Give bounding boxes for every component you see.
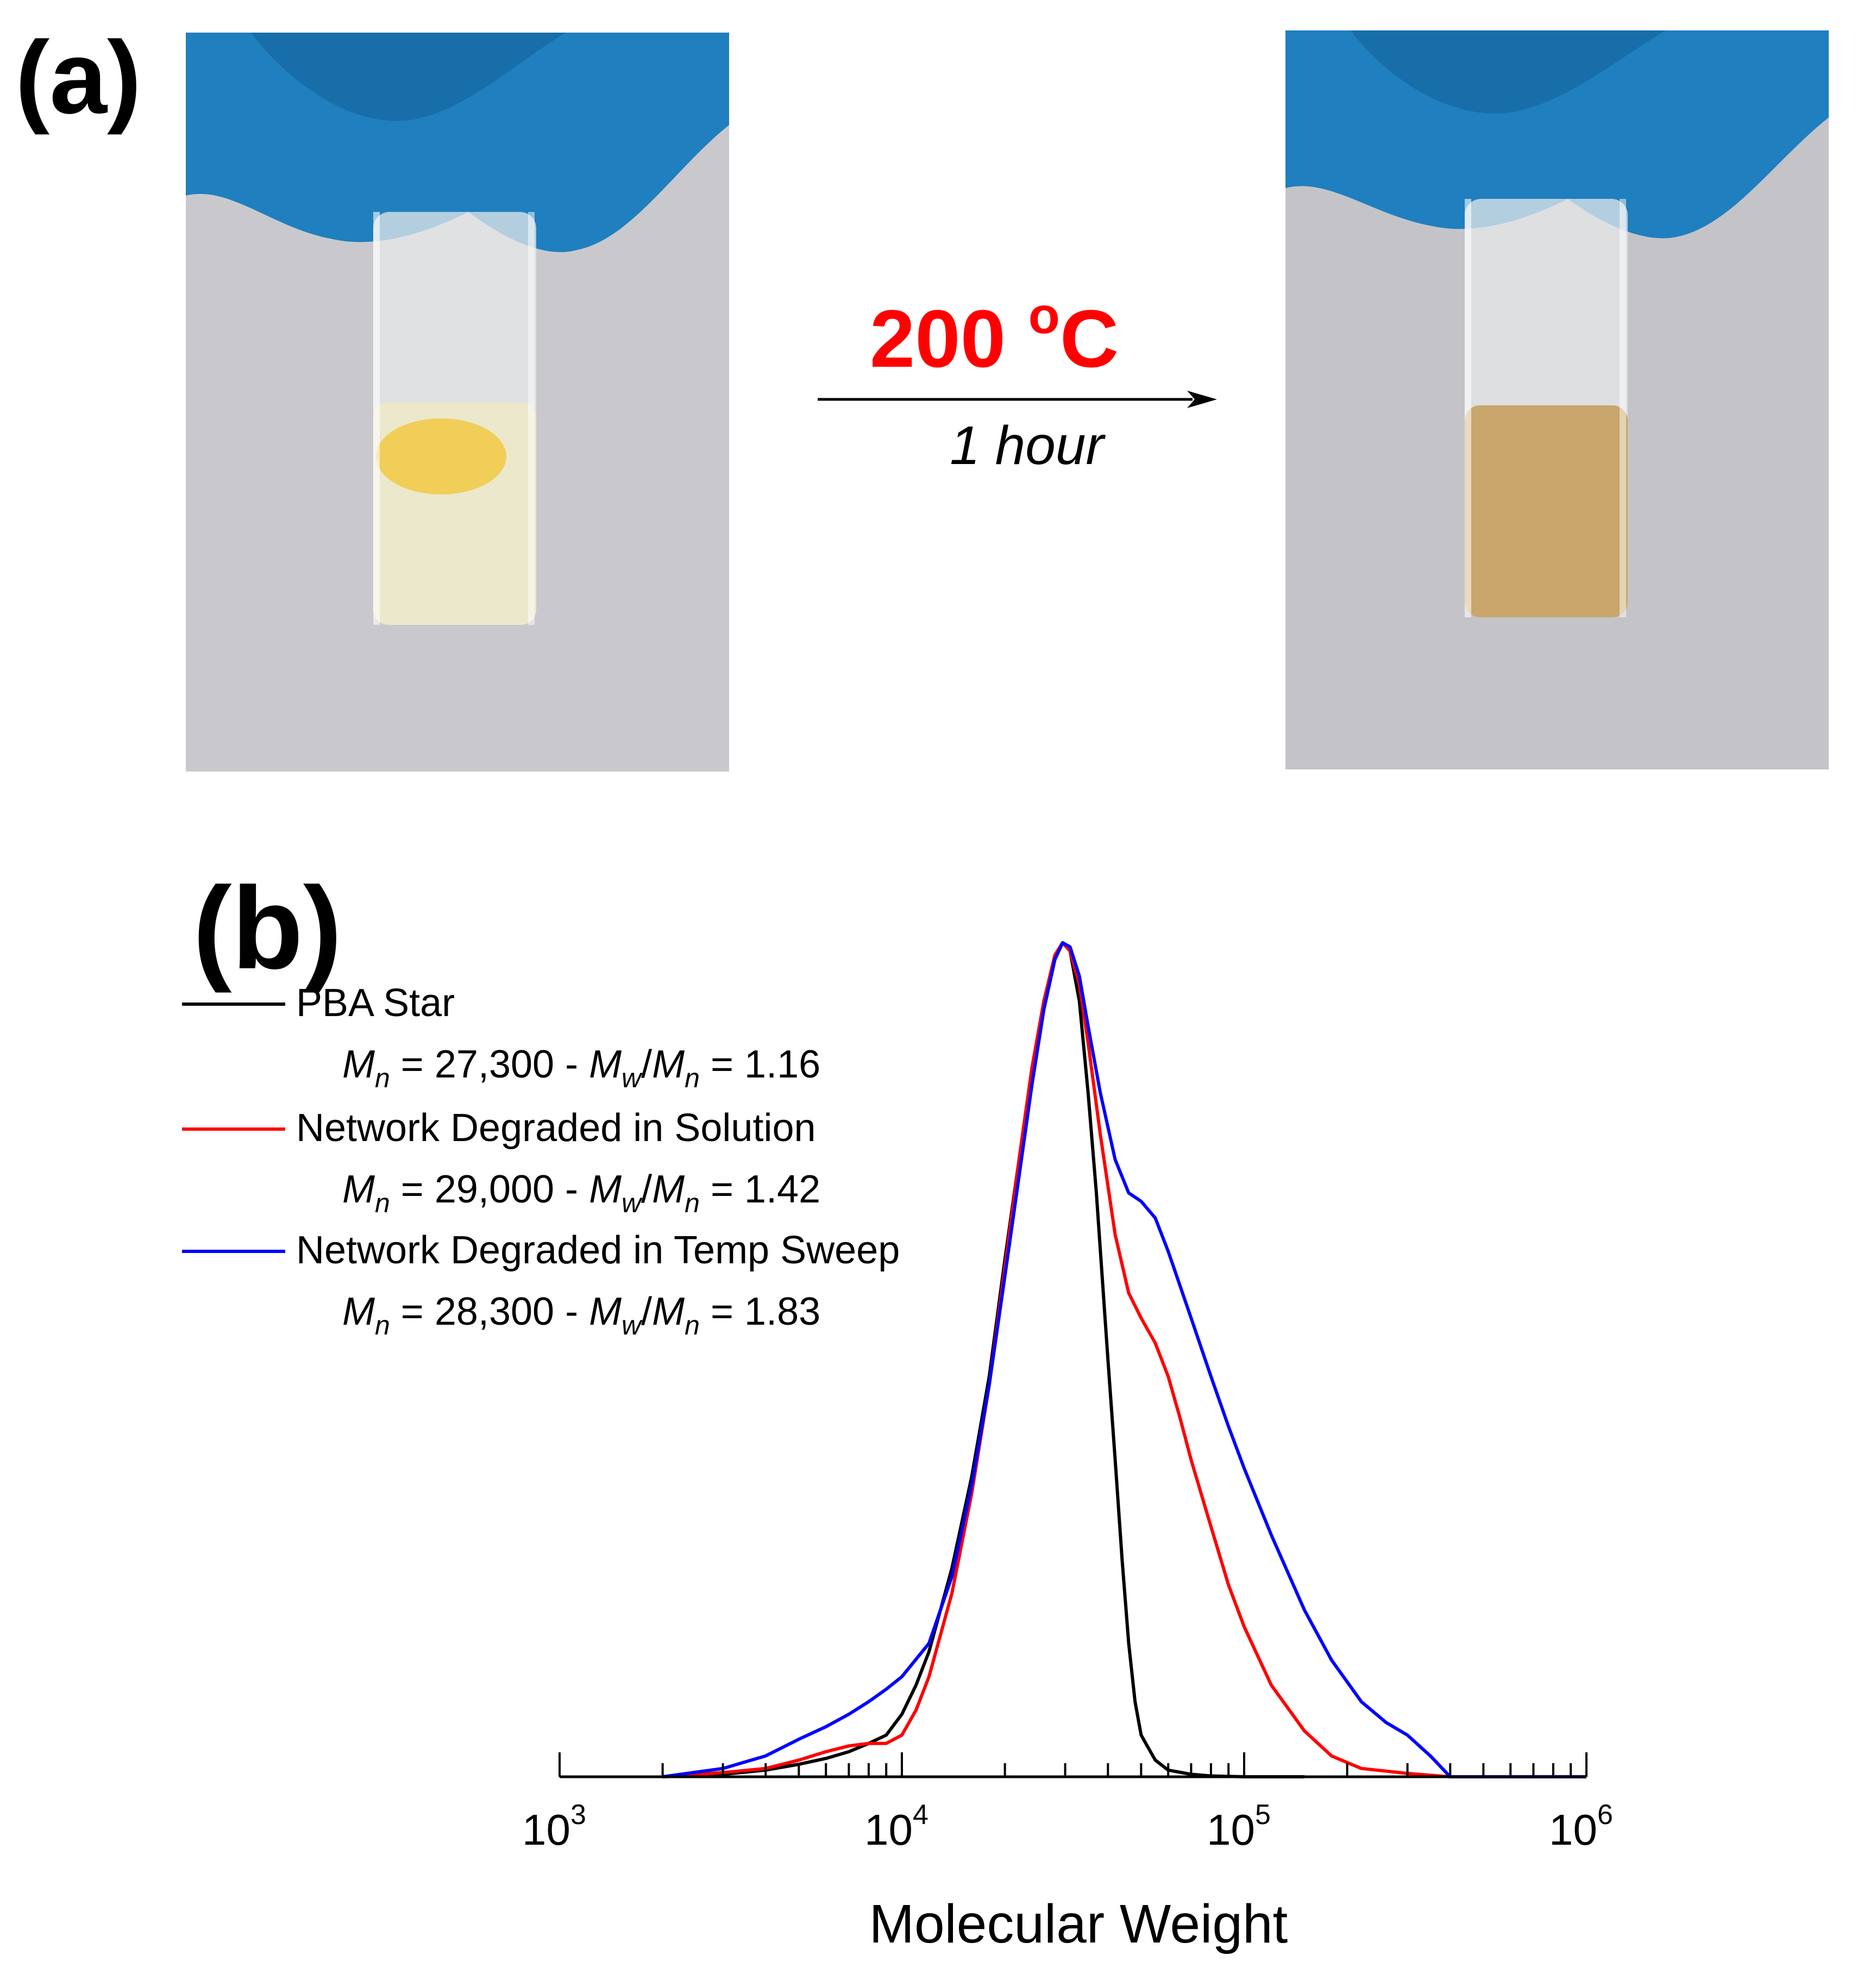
- x-axis-title: Molecular Weight: [869, 1894, 1288, 1954]
- tick-base: 10: [864, 1806, 913, 1854]
- tick-exponent: 5: [1255, 1799, 1271, 1831]
- legend-label-1: PBA Star: [296, 981, 455, 1025]
- temperature-unit: C: [1059, 293, 1119, 384]
- x-tick-label: 103: [522, 1799, 586, 1854]
- x-tick-label: 104: [864, 1799, 928, 1854]
- tick-base: 10: [522, 1806, 570, 1854]
- tick-base: 10: [1207, 1806, 1255, 1854]
- legend-label-2: Network Degraded in Solution: [296, 1106, 816, 1150]
- panel-b-label: (b): [193, 862, 342, 993]
- x-tick-label: 106: [1549, 1799, 1613, 1854]
- reaction-time: 1 hour: [950, 415, 1104, 476]
- panel-a-label: (a): [15, 20, 142, 135]
- legend-stats-1: Mn = 27,300 - Mw/Mn = 1.16: [342, 1043, 820, 1093]
- legend-stats-2: Mn = 29,000 - Mw/Mn = 1.42: [342, 1168, 820, 1218]
- reaction-temperature: 200 oC: [782, 290, 1206, 380]
- tick-exponent: 6: [1597, 1799, 1613, 1831]
- vial-photo-after: [1285, 30, 1829, 769]
- legend-stats-3: Mn = 28,300 - Mw/Mn = 1.83: [342, 1290, 820, 1340]
- legend: PBA Star Mn = 27,300 - Mw/Mn = 1.16 Networ…: [182, 981, 900, 1340]
- x-tick-label: 105: [1207, 1799, 1271, 1854]
- temperature-value: 200: [869, 293, 1028, 384]
- tick-exponent: 3: [570, 1799, 586, 1831]
- vial-photo-before: [186, 33, 729, 772]
- tick-exponent: 4: [913, 1799, 928, 1831]
- series-line-3: [662, 941, 1586, 1778]
- series-layer: [662, 941, 1586, 1778]
- legend-label-3: Network Degraded in Temp Sweep: [296, 1229, 900, 1272]
- reaction-arrow: [818, 391, 1217, 408]
- tick-base: 10: [1549, 1806, 1597, 1854]
- degree-symbol: o: [1028, 287, 1060, 344]
